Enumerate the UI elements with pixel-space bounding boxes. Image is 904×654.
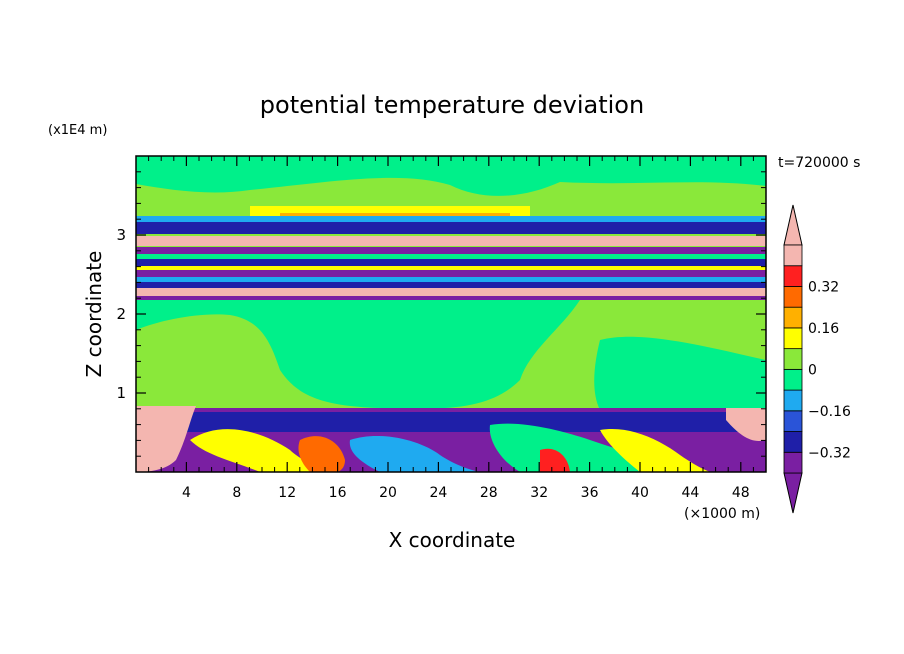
colorbar-swatch: [783, 451, 803, 474]
colorbar-label: 0.32: [808, 279, 839, 295]
x-unit-label: (×1000 m): [684, 506, 760, 522]
x-tick-label: 44: [681, 485, 699, 501]
lower-swirl-yellow: [190, 429, 330, 472]
band-purple-3: [136, 296, 766, 300]
colorbar-label: −0.16: [808, 404, 851, 420]
x-tick-label: 24: [429, 485, 447, 501]
lower-right-pink: [726, 408, 766, 442]
colorbar-swatch: [783, 431, 803, 453]
band-pink-1: [136, 236, 766, 246]
y-unit-label: (x1E4 m): [48, 123, 107, 138]
heatmap-field: [136, 156, 766, 472]
x-tick-label: 40: [631, 485, 649, 501]
y-tick-label: 3: [116, 226, 126, 244]
band-purple-2: [136, 270, 766, 277]
band-yellow-2: [136, 266, 766, 270]
x-tick-label: 12: [278, 485, 296, 501]
lower-swirl-cyan: [349, 435, 480, 472]
y-axis-label: Z coordinate: [82, 251, 106, 378]
x-tick-label: 48: [732, 485, 750, 501]
colorbar-swatch: [783, 265, 803, 287]
x-tick-label: 28: [480, 485, 498, 501]
lower-swirl-orange: [298, 436, 345, 472]
band-navy-3: [136, 282, 766, 288]
y-tick-label: 1: [116, 384, 126, 402]
x-tick-label: 16: [329, 485, 347, 501]
band-navy-top: [136, 222, 766, 234]
band-cyan-top: [136, 216, 766, 224]
colorbar-label: −0.32: [808, 445, 851, 461]
mid-light-patch: [136, 300, 580, 409]
colorbar-swatch: [783, 348, 803, 370]
lower-swirl-yellow-right: [600, 429, 710, 472]
y-ticks: 1 2 3: [116, 171, 766, 457]
upper-light-patch: [136, 156, 766, 196]
band-navy-2: [136, 259, 766, 266]
colorbar-label: 0.16: [808, 321, 839, 337]
colorbar-swatch: [783, 410, 803, 432]
right-mid-patch: [594, 336, 766, 410]
colorbar-swatch: [783, 389, 803, 412]
time-label: t=720000 s: [778, 155, 860, 171]
colorbar-label: 0: [808, 362, 817, 378]
x-tick-label: 4: [182, 485, 191, 501]
colorbar-low-arrow: [783, 472, 803, 514]
chart-title: potential temperature deviation: [260, 91, 644, 119]
lower-navy-band: [136, 412, 766, 432]
x-axis-label: X coordinate: [389, 528, 516, 552]
lower-swirl-red: [540, 448, 570, 472]
band-green-1: [136, 254, 766, 259]
band-purple-1: [136, 247, 766, 254]
colorbar: −0.32 −0.16 0 0.16 0.32: [783, 204, 851, 514]
x-tick-label: 20: [379, 485, 397, 501]
band-pink-2: [136, 288, 766, 296]
colorbar-swatch: [783, 244, 803, 267]
x-tick-label: 36: [581, 485, 599, 501]
colorbar-swatch: [783, 368, 803, 391]
colorbar-swatch: [783, 306, 803, 329]
band-cyan-2: [136, 277, 766, 282]
colorbar-high-arrow: [783, 204, 803, 246]
y-tick-label: 2: [116, 305, 126, 323]
x-tick-label: 32: [530, 485, 548, 501]
colorbar-swatch: [783, 286, 803, 308]
colorbar-swatch: [783, 327, 803, 350]
x-ticks: 4 8 12 16 20 24 28 32 36 40 44 48: [148, 156, 754, 501]
x-tick-label: 8: [232, 485, 241, 501]
lower-left-pink: [136, 406, 196, 472]
